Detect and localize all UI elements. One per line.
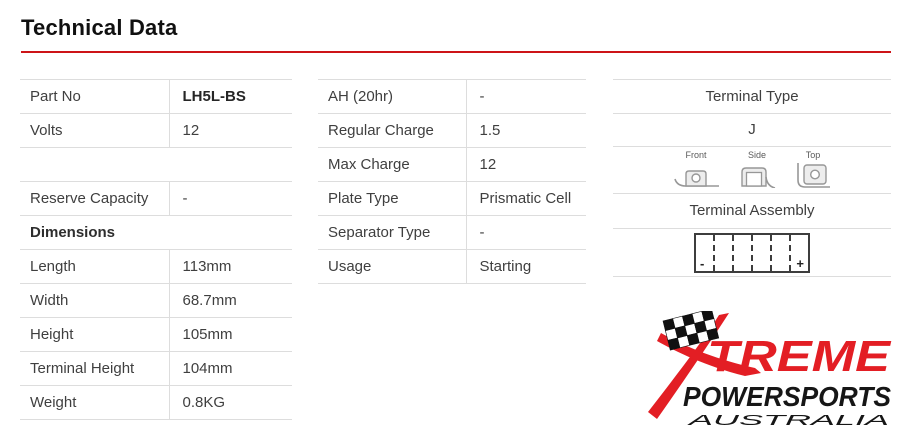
spec-label: Part No: [20, 79, 170, 114]
spec-label: Max Charge: [318, 147, 467, 182]
battery-cell: [753, 235, 772, 271]
battery-cell: [696, 235, 715, 271]
section-label: Dimensions: [20, 215, 292, 250]
front-view-label: Front: [685, 150, 707, 160]
spec-value: LH5L-BS: [169, 79, 292, 114]
table-row: Plate Type Prismatic Cell: [318, 181, 586, 216]
spec-table-middle: AH (20hr) - Regular Charge 1.5 Max Charge 12 P…: [318, 79, 586, 284]
spacer-row: [20, 147, 292, 182]
spec-value: -: [169, 181, 292, 216]
table-row: Max Charge 12: [318, 147, 586, 182]
table-row: Height 105mm: [20, 317, 292, 352]
battery-cell: [734, 235, 753, 271]
terminal-type-value: J: [613, 113, 891, 146]
spec-label: Length: [20, 249, 170, 284]
positive-terminal-label: +: [795, 256, 805, 271]
spec-label: Volts: [20, 113, 170, 148]
spec-value: Prismatic Cell: [466, 181, 586, 216]
terminal-view-front: Front: [672, 150, 720, 192]
spec-label: Weight: [20, 385, 170, 420]
table-row: Regular Charge 1.5: [318, 113, 586, 148]
checkered-flag-icon: [662, 311, 720, 351]
spec-value: 104mm: [169, 351, 292, 386]
spec-value: 68.7mm: [169, 283, 292, 318]
spec-label: Height: [20, 317, 170, 352]
spec-value: 12: [169, 113, 292, 148]
terminal-assembly-heading: Terminal Assembly: [613, 193, 891, 228]
table-row: Separator Type -: [318, 215, 586, 250]
terminal-view-top: Top: [794, 150, 832, 193]
spec-label: Terminal Height: [20, 351, 170, 386]
spacer-cell: [20, 147, 292, 182]
spec-value: -: [466, 79, 586, 114]
table-row: Terminal Height 104mm: [20, 351, 292, 386]
side-view-label: Side: [747, 150, 766, 160]
side-terminal-icon: [736, 162, 778, 192]
terminal-assembly-row: - +: [613, 228, 891, 277]
spec-label: Width: [20, 283, 170, 318]
spec-label: AH (20hr): [318, 79, 467, 114]
table-row: Volts 12: [20, 113, 292, 148]
page-title: Technical Data: [21, 15, 178, 40]
table-row: Usage Starting: [318, 249, 586, 284]
section-row: Dimensions: [20, 215, 292, 250]
spec-value: 113mm: [169, 249, 292, 284]
battery-assembly-diagram: - +: [694, 233, 810, 273]
spec-label: Reserve Capacity: [20, 181, 170, 216]
brand-logo: TREME POWERSPORTS AUSTRALIA: [648, 311, 892, 429]
spec-label: Usage: [318, 249, 467, 284]
table-row: Weight 0.8KG: [20, 385, 292, 420]
front-terminal-icon: [672, 162, 720, 192]
spec-label: Separator Type: [318, 215, 467, 250]
spec-value: 1.5: [466, 113, 586, 148]
table-row: Reserve Capacity -: [20, 181, 292, 216]
spec-value: -: [466, 215, 586, 250]
spec-label: Regular Charge: [318, 113, 467, 148]
top-view-label: Top: [805, 150, 821, 160]
table-row: AH (20hr) -: [318, 79, 586, 114]
logo-treme-text: TREME: [707, 332, 892, 381]
terminal-panel: Terminal Type J Front Side: [613, 79, 891, 277]
spec-value: 12: [466, 147, 586, 182]
title-rule-divider: [21, 51, 891, 53]
spec-table-left: Part No LH5L-BS Volts 12 Reserve Capacity - D…: [20, 79, 292, 420]
logo-powersports-text: POWERSPORTS: [683, 381, 891, 412]
battery-cell: [715, 235, 734, 271]
terminal-view-side: Side: [736, 150, 778, 192]
spec-label: Plate Type: [318, 181, 467, 216]
top-terminal-icon: [794, 162, 832, 193]
logo-australia-text: AUSTRALIA: [687, 412, 889, 429]
terminal-view-icons: Front Side: [613, 146, 891, 193]
spec-value: Starting: [466, 249, 586, 284]
table-row: Part No LH5L-BS: [20, 79, 292, 114]
spec-value: 0.8KG: [169, 385, 292, 420]
spec-value: 105mm: [169, 317, 292, 352]
battery-cell: [772, 235, 791, 271]
table-row: Width 68.7mm: [20, 283, 292, 318]
terminal-type-heading: Terminal Type: [613, 79, 891, 113]
negative-terminal-label: -: [699, 256, 706, 271]
table-row: Length 113mm: [20, 249, 292, 284]
